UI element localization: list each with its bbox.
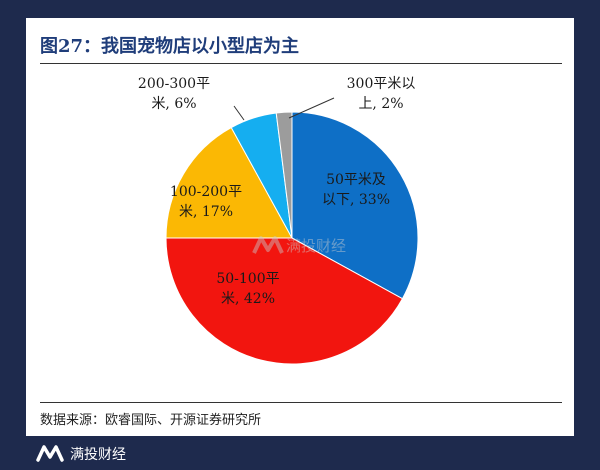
source-note: 数据来源：欧睿国际、开源证券研究所: [40, 413, 262, 428]
title-row: 图27：我国宠物店以小型店为主: [26, 18, 574, 68]
slice-label-line: 300平米以: [347, 76, 416, 92]
slice-label-line: 50平米及: [326, 172, 386, 188]
pie-slice: [165, 126, 293, 239]
footer-bar: 满投财经: [0, 436, 600, 470]
slice-label-line: 100-200平: [170, 184, 242, 200]
source-divider: [40, 402, 562, 403]
pie-slice: [275, 111, 293, 239]
slice-label-line: 米, 17%: [179, 204, 233, 220]
manto-m-icon: [252, 236, 284, 254]
slice-label-line: 米, 42%: [221, 291, 275, 307]
watermark-text: 满投财经: [286, 237, 346, 255]
slice-label-line: 以下, 33%: [322, 192, 390, 208]
slice-label: 100-200平米, 17%: [170, 184, 242, 220]
slice-label-line: 200-300平: [138, 76, 210, 92]
pie-slice: [165, 237, 404, 365]
slice-label: 50-100平米, 42%: [216, 271, 279, 307]
leader-line: [233, 105, 245, 121]
watermark: 满投财经: [252, 236, 346, 255]
footer-brand: 满投财经: [70, 447, 126, 463]
title-divider: [40, 63, 562, 64]
slice-label-line: 上, 2%: [358, 96, 403, 112]
slice-label: 50平米及以下, 33%: [322, 172, 390, 208]
pie-slices: [165, 111, 419, 365]
slice-labels: 50平米及以下, 33% 50-100平米, 42% 100-200平米, 17% 2…: [138, 76, 415, 307]
slice-label: 300平米以上, 2%: [347, 76, 416, 112]
slice-label-line: 米, 6%: [151, 96, 196, 112]
manto-m-icon: [36, 445, 64, 462]
slice-label-line: 50-100平: [216, 271, 279, 287]
leader-line: [288, 97, 335, 119]
slice-label: 200-300平米, 6%: [138, 76, 210, 112]
figure-card: 图27：我国宠物店以小型店为主 50平米及以下, 33% 50-100平米, 42…: [26, 18, 574, 436]
leader-lines: [233, 97, 335, 121]
pie-slice: [291, 111, 419, 300]
pie-chart: 50平米及以下, 33% 50-100平米, 42% 100-200平米, 17% 2…: [138, 76, 419, 365]
figure-title: 图27：我国宠物店以小型店为主: [40, 36, 300, 57]
